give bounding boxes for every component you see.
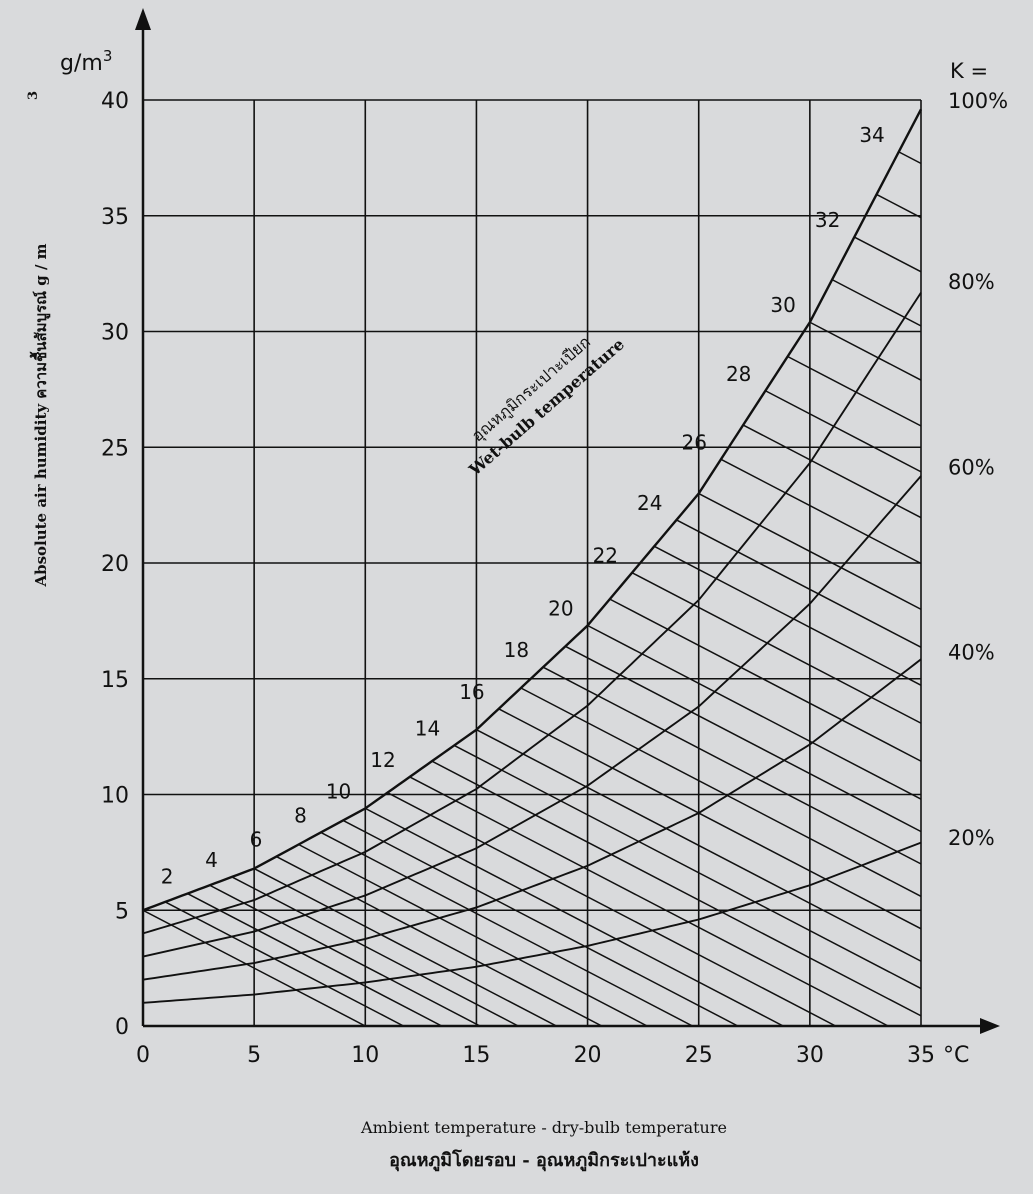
wetbulb-label: 28 bbox=[726, 362, 751, 386]
y-axis-title: Absolute air humidity ความชื้นสัมบูรณ์ g… bbox=[29, 243, 51, 587]
wetbulb-line bbox=[364, 807, 784, 1026]
y-axis-arrow bbox=[135, 8, 151, 30]
wetbulb-lines bbox=[143, 109, 1033, 1026]
wetbulb-line bbox=[587, 624, 921, 1026]
y-tick-label: 5 bbox=[115, 899, 129, 924]
y-tick-label: 20 bbox=[101, 552, 129, 577]
wetbulb-label: 10 bbox=[326, 779, 351, 803]
wetbulb-line bbox=[564, 645, 921, 1026]
wetbulb-label: 14 bbox=[415, 716, 440, 740]
x-tick-label: 10 bbox=[351, 1043, 379, 1068]
y-axis-title-sup: 3 bbox=[26, 91, 41, 100]
x-tick-label: 30 bbox=[796, 1043, 824, 1068]
wetbulb-line bbox=[231, 876, 519, 1026]
y-tick-label: 30 bbox=[101, 321, 129, 346]
wetbulb-label: 2 bbox=[161, 865, 174, 889]
rh-curve bbox=[142, 475, 922, 958]
wetbulb-label: 22 bbox=[593, 544, 618, 568]
y-tick-label: 25 bbox=[101, 436, 129, 461]
wetbulb-line bbox=[387, 791, 836, 1026]
x-unit-label: °C bbox=[943, 1043, 969, 1068]
y-tick-labels: 0 5 10 15 20 25 30 35 40 bbox=[101, 89, 129, 1040]
wetbulb-line bbox=[653, 545, 921, 1026]
wetbulb-line bbox=[453, 744, 921, 1026]
rh-curves bbox=[142, 108, 923, 1004]
wetbulb-label: 12 bbox=[370, 748, 395, 772]
wetbulb-line bbox=[1010, 109, 1033, 1026]
wetbulb-label: 4 bbox=[205, 848, 218, 872]
wetbulb-line bbox=[253, 867, 557, 1026]
x-axis-title-thai: อุณหภูมิโดยรอบ - อุณหภูมิกระเปาะแห้ง bbox=[389, 1149, 699, 1172]
wetbulb-label: 26 bbox=[681, 430, 706, 454]
wetbulb-line bbox=[765, 390, 921, 1026]
wetbulb-line bbox=[320, 831, 693, 1026]
rh-label: 80% bbox=[948, 270, 995, 294]
rh-label: 60% bbox=[948, 455, 995, 479]
wetbulb-label: 32 bbox=[815, 208, 840, 232]
x-tick-label: 0 bbox=[136, 1043, 150, 1068]
x-tick-label: 5 bbox=[247, 1043, 261, 1068]
y-tick-label: 35 bbox=[101, 205, 129, 230]
y-unit-label: g/m3 bbox=[60, 47, 112, 76]
wetbulb-line bbox=[631, 572, 921, 1026]
y-tick-label: 0 bbox=[115, 1015, 129, 1040]
x-tick-label: 35 bbox=[907, 1043, 935, 1068]
wetbulb-line bbox=[943, 109, 1033, 1026]
x-tick-label: 20 bbox=[574, 1043, 602, 1068]
wetbulb-line bbox=[409, 776, 889, 1026]
rh-curve bbox=[142, 108, 923, 912]
axes bbox=[135, 8, 1000, 1034]
rh-curve bbox=[142, 658, 922, 981]
x-axis-arrow bbox=[980, 1018, 1000, 1034]
wetbulb-label: 20 bbox=[548, 597, 573, 621]
wetbulb-label: 24 bbox=[637, 491, 662, 515]
gridlines bbox=[143, 99, 922, 1026]
wetbulb-title: Wet-bulb temperature bbox=[465, 334, 628, 479]
y-tick-label: 15 bbox=[101, 668, 129, 693]
wetbulb-line bbox=[476, 729, 921, 1026]
wetbulb-line bbox=[920, 109, 921, 1026]
wetbulb-line bbox=[498, 708, 921, 1026]
rh-curve bbox=[142, 292, 922, 935]
wetbulb-line bbox=[542, 666, 921, 1026]
x-axis-title: Ambient temperature - dry-bulb temperatu… bbox=[360, 1118, 727, 1137]
wetbulb-line bbox=[209, 884, 481, 1026]
x-tick-label: 15 bbox=[462, 1043, 490, 1068]
wetbulb-line bbox=[831, 278, 921, 1026]
wetbulb-line bbox=[876, 193, 921, 1026]
wetbulb-line bbox=[143, 909, 366, 1026]
wetbulb-label: 6 bbox=[250, 828, 263, 852]
wetbulb-line bbox=[698, 492, 921, 1026]
rh-labels: 100% 80% 60% 40% 20% bbox=[948, 89, 1008, 850]
rh-curve bbox=[142, 841, 922, 1004]
wetbulb-line bbox=[988, 109, 1033, 1026]
wetbulb-line bbox=[431, 760, 921, 1026]
rh-label: 40% bbox=[948, 641, 995, 665]
x-tick-label: 25 bbox=[685, 1043, 713, 1068]
rh-label: 100% bbox=[948, 89, 1008, 113]
wetbulb-label: 18 bbox=[504, 638, 529, 662]
wetbulb-line bbox=[965, 109, 1033, 1026]
x-tick-labels: 0 5 10 15 20 25 30 35 bbox=[136, 1043, 935, 1068]
wetbulb-line bbox=[787, 355, 921, 1026]
wetbulb-label: 16 bbox=[459, 680, 484, 704]
rh-label: 20% bbox=[948, 826, 995, 850]
wetbulb-line bbox=[164, 901, 404, 1026]
wetbulb-line bbox=[342, 819, 739, 1026]
wetbulb-line bbox=[720, 458, 921, 1026]
y-tick-label: 10 bbox=[101, 784, 129, 809]
wetbulb-line bbox=[298, 843, 648, 1026]
wetbulb-line bbox=[187, 892, 443, 1026]
wetbulb-line bbox=[276, 855, 603, 1026]
wetbulb-line bbox=[676, 519, 921, 1026]
rh-header-label: K = bbox=[950, 59, 988, 83]
wetbulb-label: 34 bbox=[859, 123, 884, 147]
wetbulb-label: 30 bbox=[770, 293, 795, 317]
wetbulb-label: 8 bbox=[294, 803, 307, 827]
y-tick-label: 40 bbox=[101, 89, 129, 114]
wetbulb-line bbox=[520, 687, 921, 1026]
wetbulb-line bbox=[609, 598, 921, 1026]
